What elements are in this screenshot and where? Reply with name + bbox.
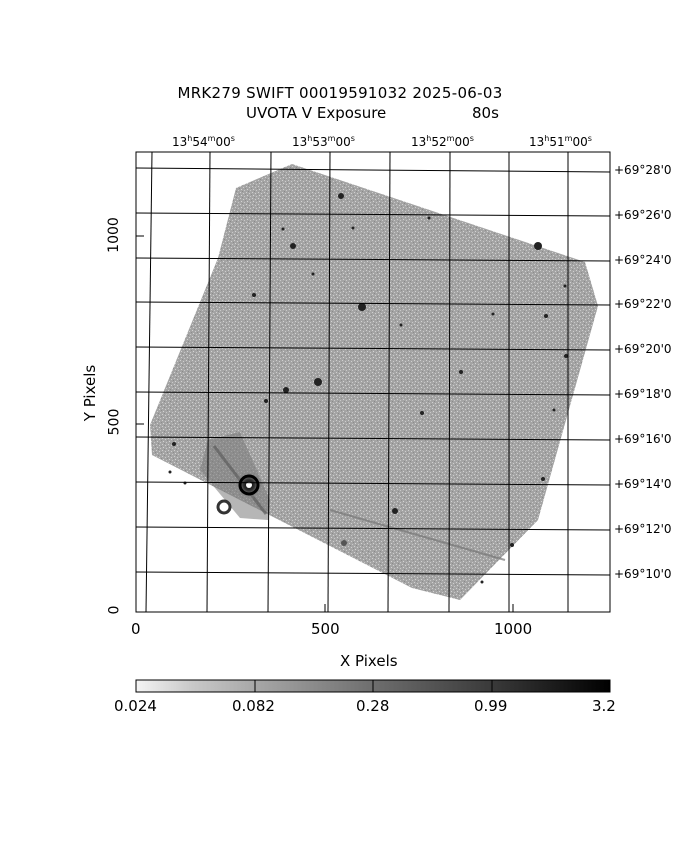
y-tick-500: 500 xyxy=(106,408,123,436)
y-tick-0: 0 xyxy=(106,605,123,615)
coordinate-grid xyxy=(135,151,611,613)
colorbar-label-1: 0.024 xyxy=(114,697,157,715)
target-source-ring xyxy=(238,474,260,496)
colorbar-ticks xyxy=(254,680,493,692)
x-tick-0: 0 xyxy=(131,620,141,638)
dec-tick-1: +69°28'0 xyxy=(614,163,672,177)
colorbar-label-2: 0.082 xyxy=(232,697,275,715)
exposure-time-label: 80s xyxy=(472,104,499,122)
target-source-core xyxy=(246,482,252,488)
dec-tick-5: +69°20'0 xyxy=(614,342,672,356)
dec-tick-3: +69°24'0 xyxy=(614,253,672,267)
dec-tick-6: +69°18'0 xyxy=(614,387,672,401)
ra-tick-4: 13h51m00s xyxy=(529,134,592,149)
axis-ticks xyxy=(135,235,514,613)
colorbar-label-4: 0.99 xyxy=(474,697,508,715)
dec-tick-10: +69°10'0 xyxy=(614,567,672,581)
image-title: MRK279 SWIFT 00019591032 2025-06-03 xyxy=(177,84,503,102)
colorbar-label-3: 0.28 xyxy=(356,697,390,715)
dec-tick-4: +69°22'0 xyxy=(614,297,672,311)
x-axis-title: X Pixels xyxy=(340,652,398,670)
readout-streak-2 xyxy=(329,509,506,561)
exposure-footprint xyxy=(150,164,598,600)
ghost-ring-source xyxy=(216,499,232,515)
dec-tick-9: +69°12'0 xyxy=(614,522,672,536)
colorbar-label-5: 3.2 xyxy=(592,697,616,715)
y-axis-title: Y Pixels xyxy=(81,364,100,422)
ra-tick-2: 13h53m00s xyxy=(292,134,355,149)
ra-tick-1: 13h54m00s xyxy=(172,134,235,149)
dec-tick-8: +69°14'0 xyxy=(614,477,672,491)
x-tick-500: 500 xyxy=(311,620,340,638)
dec-tick-7: +69°16'0 xyxy=(614,432,672,446)
x-tick-1000: 1000 xyxy=(494,620,533,638)
plot-frame xyxy=(135,151,611,613)
y-tick-1000: 1000 xyxy=(105,217,122,253)
ra-tick-3: 13h52m00s xyxy=(411,134,474,149)
star-field xyxy=(168,193,568,584)
dec-tick-2: +69°26'0 xyxy=(614,208,672,222)
exposure-filter-label: UVOTA V Exposure xyxy=(246,104,387,122)
